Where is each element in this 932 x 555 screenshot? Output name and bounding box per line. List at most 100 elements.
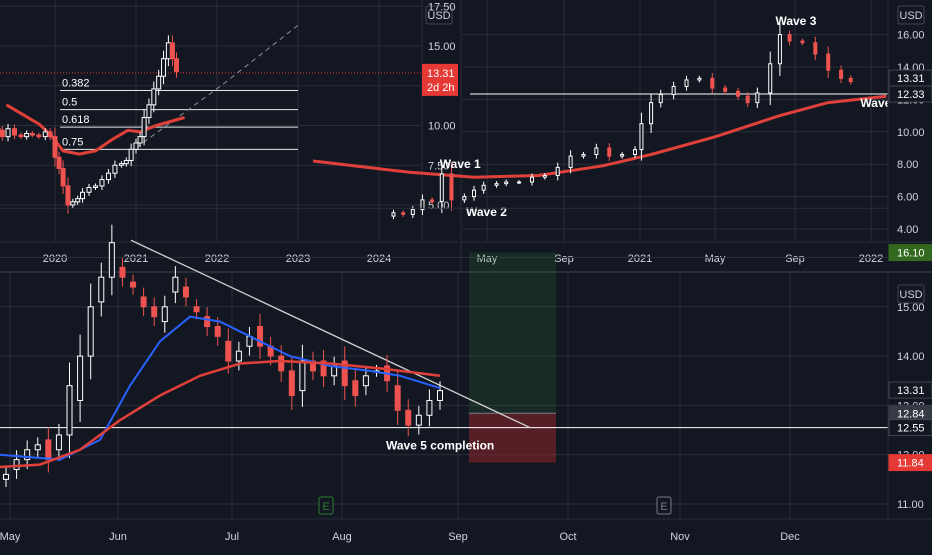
bottom-price-badge[interactable]: 12.84 [889,405,932,421]
top-left-candle-body [61,168,65,185]
bottom-time-tick: May [0,531,21,543]
bottom-candle [46,427,51,472]
bottom-candle [406,399,411,436]
top-left-candle-body [37,135,41,137]
top-right-candle-body [440,174,443,202]
earnings-icon[interactable]: E [319,497,333,514]
top-left-candle-body [166,43,170,59]
top-right-candle [482,182,485,194]
top-right-price-badge[interactable]: 13.31 [889,70,932,86]
top-right-candle-body [392,213,395,216]
bottom-candle-body [300,361,305,391]
wave-label: Wave 3 [775,14,816,28]
top-left-time-tick: 2020 [43,253,67,265]
top-left-candle [25,130,29,139]
bottom-candle [205,307,210,336]
top-left-candle [142,109,146,145]
bottom-price-badge-text: 12.84 [897,408,925,420]
bottom-candle [183,278,188,307]
wave-label: Wave 2 [466,205,507,219]
top-left-candle [175,52,179,77]
bottom-candle-body [427,400,432,415]
top-right-candle [402,210,405,217]
bottom-price-badge[interactable]: 16.10 [889,245,932,261]
bottom-candle-body [35,445,40,450]
top-right-candle [608,143,611,161]
top-right-candle-body [482,185,485,190]
bottom-candle-body [120,267,125,277]
bottom-price-badge-text: 13.31 [897,385,925,397]
top-left-price-axis[interactable]: USD 5.007.5010.0012.5015.0017.5013.312d … [422,0,458,242]
bottom-candle-body [205,317,210,327]
top-left-candle-body [100,180,104,186]
top-right-candle-body [450,174,453,200]
top-right-candle-body [582,154,585,156]
top-right-time-tick: 2022 [859,253,883,265]
top-left-candle [138,132,142,147]
top-left-candle-body [152,89,156,105]
bottom-candle [321,350,326,387]
top-right-time-tick: Sep [554,253,574,265]
bottom-candle-body [152,307,157,317]
top-left-price-value: 13.31 [427,68,455,80]
top-right-candle [595,144,598,159]
top-right-candle-body [543,176,546,178]
top-right-candle-body [402,213,405,215]
top-left-time-tick: 2023 [286,253,310,265]
top-left-candle [106,169,110,184]
top-right-candle-body [778,35,781,64]
top-right-candle [711,73,714,93]
top-right-price-badge[interactable]: 12.33 [889,86,932,102]
fib-level-label: 0.618 [62,114,90,126]
top-right-candle [556,163,559,181]
top-left-candle [147,98,151,123]
top-left-candle-body [124,160,128,163]
top-right-price-tick: 6.00 [897,192,918,204]
bottom-time-tick: Jul [225,531,239,543]
top-left-candle-body [57,157,61,168]
earnings-icon[interactable]: E [657,497,671,514]
bottom-time-tick: Jun [109,531,127,543]
bottom-candle-body [67,386,72,435]
top-right-candle-body [634,150,637,155]
bottom-moving-average-fast [0,317,440,460]
bottom-candle-body [14,460,19,470]
top-right-candle-body [724,88,727,91]
top-left-candle-body [6,129,10,137]
top-right-candle-body [840,70,843,78]
top-right-candle [756,88,759,108]
top-right-candle [634,146,637,158]
top-left-time-tick: 2024 [367,253,391,265]
top-right-candle-body [827,54,830,70]
top-right-candle [769,52,772,105]
top-right-candle-body [659,95,662,103]
top-right-candle [463,194,466,203]
top-right-price-axis[interactable]: USD 4.006.008.0010.0012.0014.0016.0013.3… [888,0,932,242]
top-right-candle [659,90,662,108]
bottom-price-badge[interactable]: 12.55 [889,420,932,436]
top-right-candle-body [495,184,498,186]
top-right-candle [849,75,852,84]
top-left-candle [37,133,41,140]
top-right-candle [582,152,585,159]
bottom-price-badge[interactable]: 13.31 [889,382,932,398]
top-left-candle [166,35,170,66]
top-left-moving-average [6,105,184,154]
bottom-price-badge[interactable]: 11.84 [889,455,932,471]
top-left-candle-body [147,105,151,118]
top-left-candle [119,161,123,168]
bottom-price-axis[interactable]: USD 11.0012.0013.0014.0015.0016.1013.311… [888,245,932,519]
top-left-candle-body [25,133,29,136]
bottom-candle [56,424,61,461]
bottom-candle [109,225,114,295]
top-right-candle [473,186,476,201]
